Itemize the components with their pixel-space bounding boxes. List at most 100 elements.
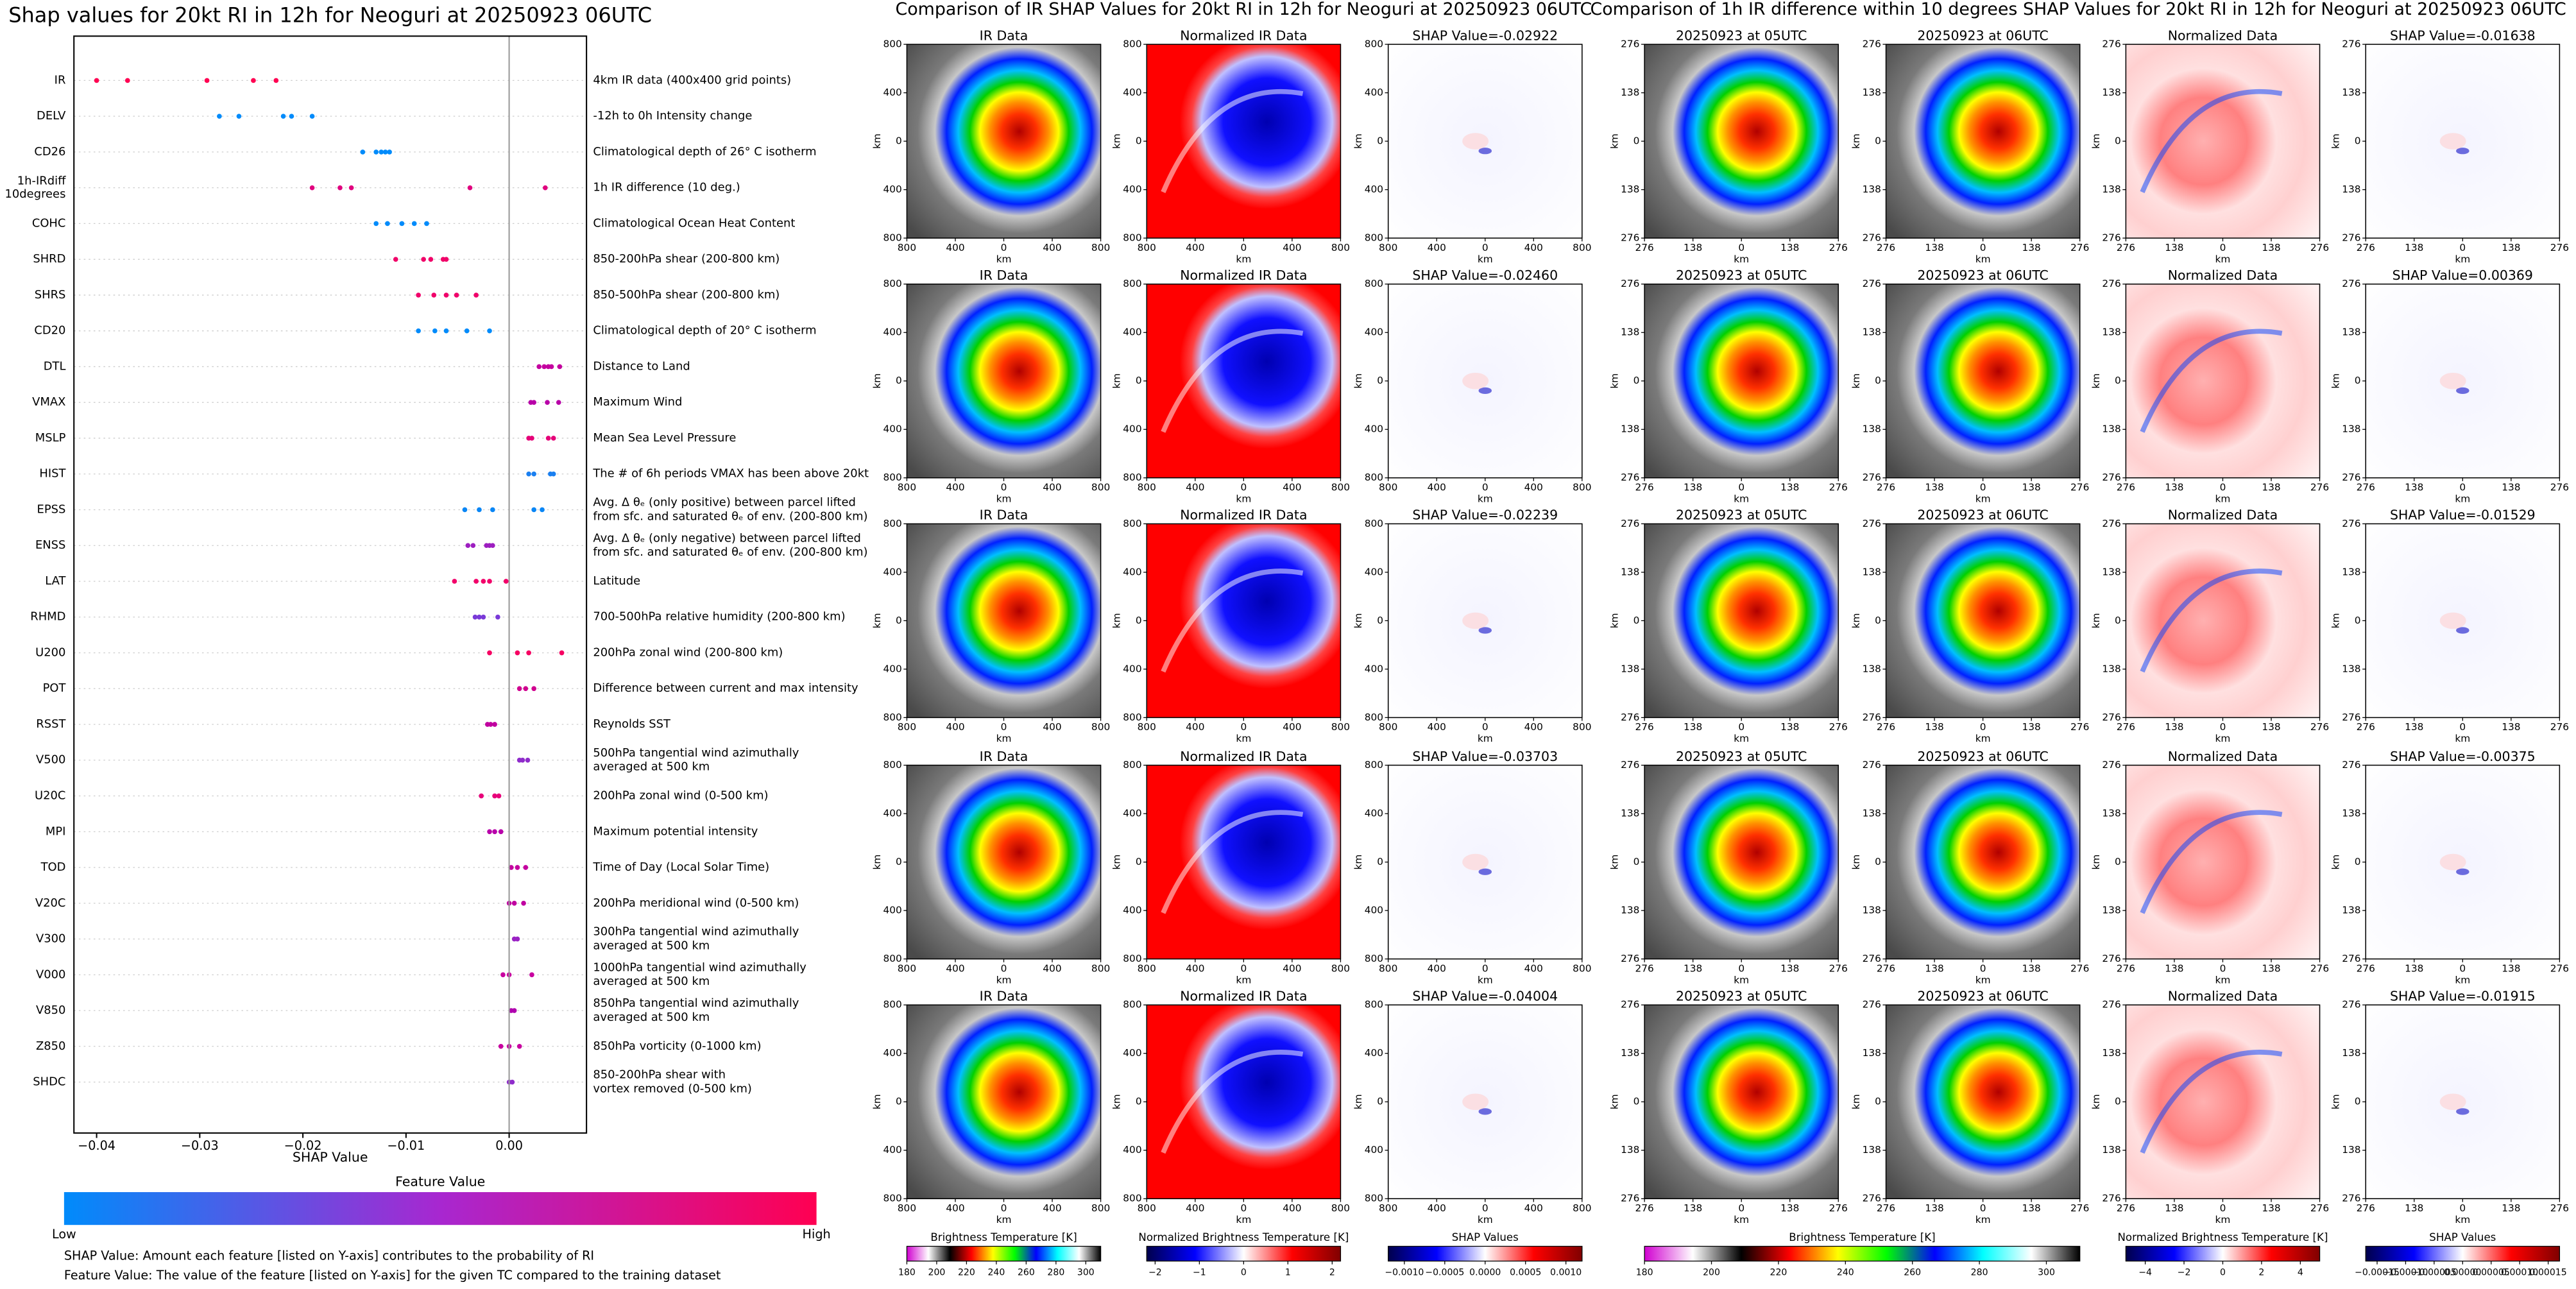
shap-point — [348, 185, 354, 191]
y-tick-label: 0 — [1875, 135, 1881, 147]
y-tick-label: 800 — [1123, 472, 1141, 483]
x-axis-label: km — [1236, 1214, 1251, 1225]
y-tick-label: 276 — [2102, 518, 2120, 529]
panel-image — [1886, 524, 2080, 718]
y-tick-label: 0 — [1875, 615, 1881, 626]
colorbar-tick-label: 0 — [1241, 1267, 1247, 1277]
y-axis-label: km — [1609, 373, 1621, 389]
x-tick-label: 138 — [2405, 482, 2423, 493]
panel-image — [1147, 284, 1341, 478]
x-tick-label: 0 — [1980, 482, 1986, 493]
feature-description: 500hPa tangential wind azimuthally — [593, 746, 799, 760]
y-tick-label: 800 — [1365, 472, 1383, 483]
panel-title: SHAP Value=-0.01915 — [2390, 988, 2536, 1003]
x-tick-label: 800 — [1573, 482, 1591, 493]
shap-point — [495, 614, 500, 620]
y-tick-label: 138 — [1621, 327, 1639, 338]
shap-point — [529, 972, 534, 978]
y-tick-label: 276 — [2342, 712, 2360, 723]
y-tick-label: 400 — [883, 1144, 901, 1156]
x-tick-label: 400 — [1283, 1202, 1301, 1214]
x-axis-label: km — [996, 1214, 1012, 1225]
x-tick-label: 400 — [1043, 962, 1061, 974]
colorbar — [1644, 1245, 2081, 1262]
x-tick-label: 0 — [1738, 1202, 1744, 1214]
colorbar-tick-label: 200 — [928, 1267, 946, 1277]
y-tick-label: 800 — [1123, 999, 1141, 1011]
y-tick-label: 800 — [1365, 953, 1383, 964]
x-tick-label: 276 — [2117, 962, 2135, 974]
y-tick-label: 400 — [1123, 905, 1141, 916]
x-tick-label: 138 — [1780, 1202, 1799, 1214]
feature-description: Time of Day (Local Solar Time) — [592, 860, 769, 874]
x-tick-label: 276 — [2357, 962, 2375, 974]
y-tick-label: 0 — [1136, 615, 1142, 626]
x-tick-label: 276 — [1877, 242, 1895, 253]
shap-point — [273, 78, 279, 83]
y-tick-label: 800 — [1365, 1193, 1383, 1204]
y-axis-label: km — [2330, 855, 2342, 870]
feature-description: 1000hPa tangential wind azimuthally — [593, 960, 806, 974]
chart-title: Comparison of IR SHAP Values for 20kt RI… — [895, 0, 1592, 19]
shap-point — [360, 149, 366, 155]
shap-point — [526, 471, 531, 477]
y-axis-label: km — [871, 373, 883, 389]
y-tick-label: 400 — [883, 327, 901, 338]
shap-point — [531, 400, 536, 405]
y-tick-label: 400 — [1365, 1047, 1383, 1059]
panel-title: Normalized IR Data — [1180, 988, 1307, 1003]
y-tick-label: 400 — [1365, 905, 1383, 916]
y-tick-label: V850 — [36, 1003, 65, 1017]
x-tick-label: 276 — [2357, 721, 2375, 733]
shap-point — [487, 650, 492, 656]
y-tick-label: MPI — [46, 824, 66, 838]
y-tick-label: 800 — [1365, 518, 1383, 529]
y-tick-label: 0 — [1136, 135, 1142, 147]
y-tick-label: 138 — [1621, 808, 1639, 819]
x-tick-label: 276 — [1829, 962, 1848, 974]
panel-title: Normalized Data — [2168, 268, 2278, 283]
colorbar-label: Brightness Temperature [K] — [1789, 1231, 1935, 1243]
x-tick-label: 138 — [1925, 242, 1943, 253]
y-tick-label: 276 — [1621, 518, 1639, 529]
feature-description: Difference between current and max inten… — [593, 681, 858, 695]
feature-description: 200hPa zonal wind (0-500 km) — [593, 789, 768, 803]
x-tick-label: 800 — [1138, 242, 1156, 253]
x-tick-label: 0 — [2220, 962, 2226, 974]
y-tick-label: 276 — [1621, 1193, 1639, 1204]
swirl — [1161, 810, 1304, 914]
y-tick-label: 10degrees — [5, 187, 66, 201]
y-tick-label: 800 — [883, 712, 901, 723]
chart-title: Comparison of 1h IR difference within 10… — [1590, 0, 2566, 19]
feature-description: 850hPa tangential wind azimuthally — [593, 996, 799, 1010]
x-tick-label: 138 — [1684, 482, 1702, 493]
x-tick-label: 138 — [2022, 482, 2041, 493]
y-axis-label: km — [1111, 373, 1123, 389]
y-tick-label: 276 — [1863, 712, 1881, 723]
colorbar-tick-label: −1 — [1193, 1267, 1206, 1277]
y-tick-label: RSST — [36, 717, 65, 731]
panel-title: SHAP Value=-0.01638 — [2390, 28, 2536, 43]
swirl — [2140, 1050, 2283, 1154]
y-axis-label: km — [2330, 133, 2342, 149]
colorbar-tick-label: −2 — [2178, 1267, 2191, 1277]
x-tick-label: 0 — [1980, 242, 1986, 253]
x-tick-label: 0 — [1482, 482, 1488, 493]
shap-feature — [2456, 1108, 2469, 1115]
x-tick-label: 276 — [1635, 1202, 1653, 1214]
x-tick-label: 0 — [1738, 482, 1744, 493]
y-tick-label: 138 — [2102, 423, 2120, 435]
x-tick-label: 276 — [2070, 242, 2089, 253]
y-tick-label: 138 — [1621, 87, 1639, 98]
shap-point — [509, 1079, 515, 1085]
y-tick-label: 800 — [1365, 759, 1383, 771]
y-tick-label: 1h-IRdiff — [17, 174, 66, 187]
x-tick-label: 400 — [1043, 242, 1061, 253]
panel-image — [1644, 524, 1839, 718]
colorbar-tick-label: 200 — [1703, 1267, 1720, 1277]
x-tick-label: 400 — [1186, 962, 1204, 974]
colorbar-label: SHAP Values — [1452, 1231, 1519, 1243]
feature-description: 850-500hPa shear (200-800 km) — [593, 288, 780, 302]
colorbar-tick-label: 2 — [2258, 1267, 2264, 1277]
y-tick-label: 400 — [883, 423, 901, 435]
